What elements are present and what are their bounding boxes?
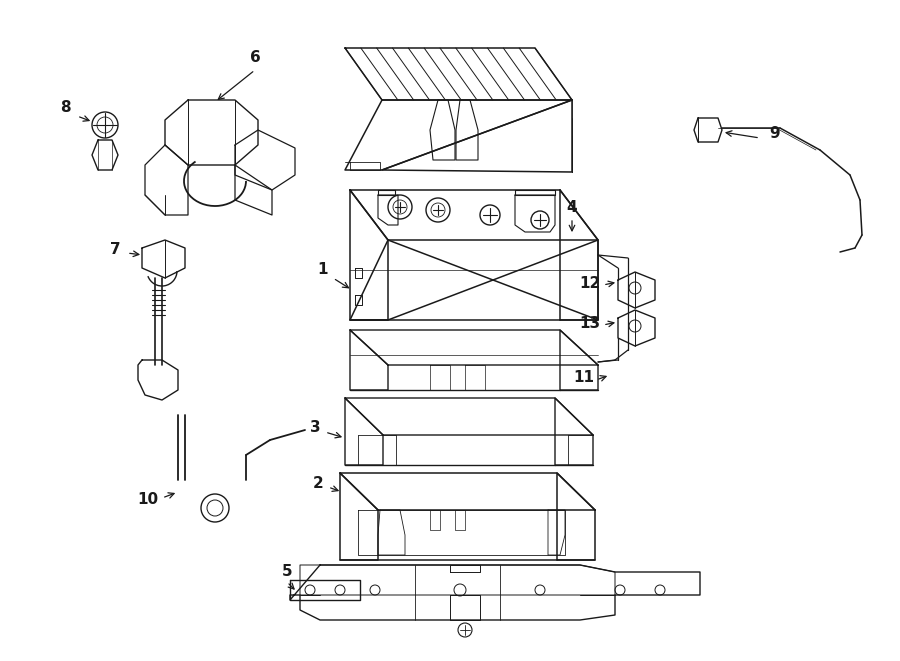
Text: 5: 5 xyxy=(282,564,292,580)
Text: 3: 3 xyxy=(310,420,320,436)
Text: 2: 2 xyxy=(312,475,323,490)
Text: 9: 9 xyxy=(770,126,780,141)
Text: 13: 13 xyxy=(580,315,600,330)
Text: 12: 12 xyxy=(580,276,600,290)
Text: 10: 10 xyxy=(138,492,158,508)
Text: 8: 8 xyxy=(59,100,70,116)
Text: 1: 1 xyxy=(318,262,328,278)
Text: 11: 11 xyxy=(573,371,595,385)
Text: 6: 6 xyxy=(249,50,260,65)
Text: 7: 7 xyxy=(110,243,121,258)
Text: 4: 4 xyxy=(567,200,577,215)
